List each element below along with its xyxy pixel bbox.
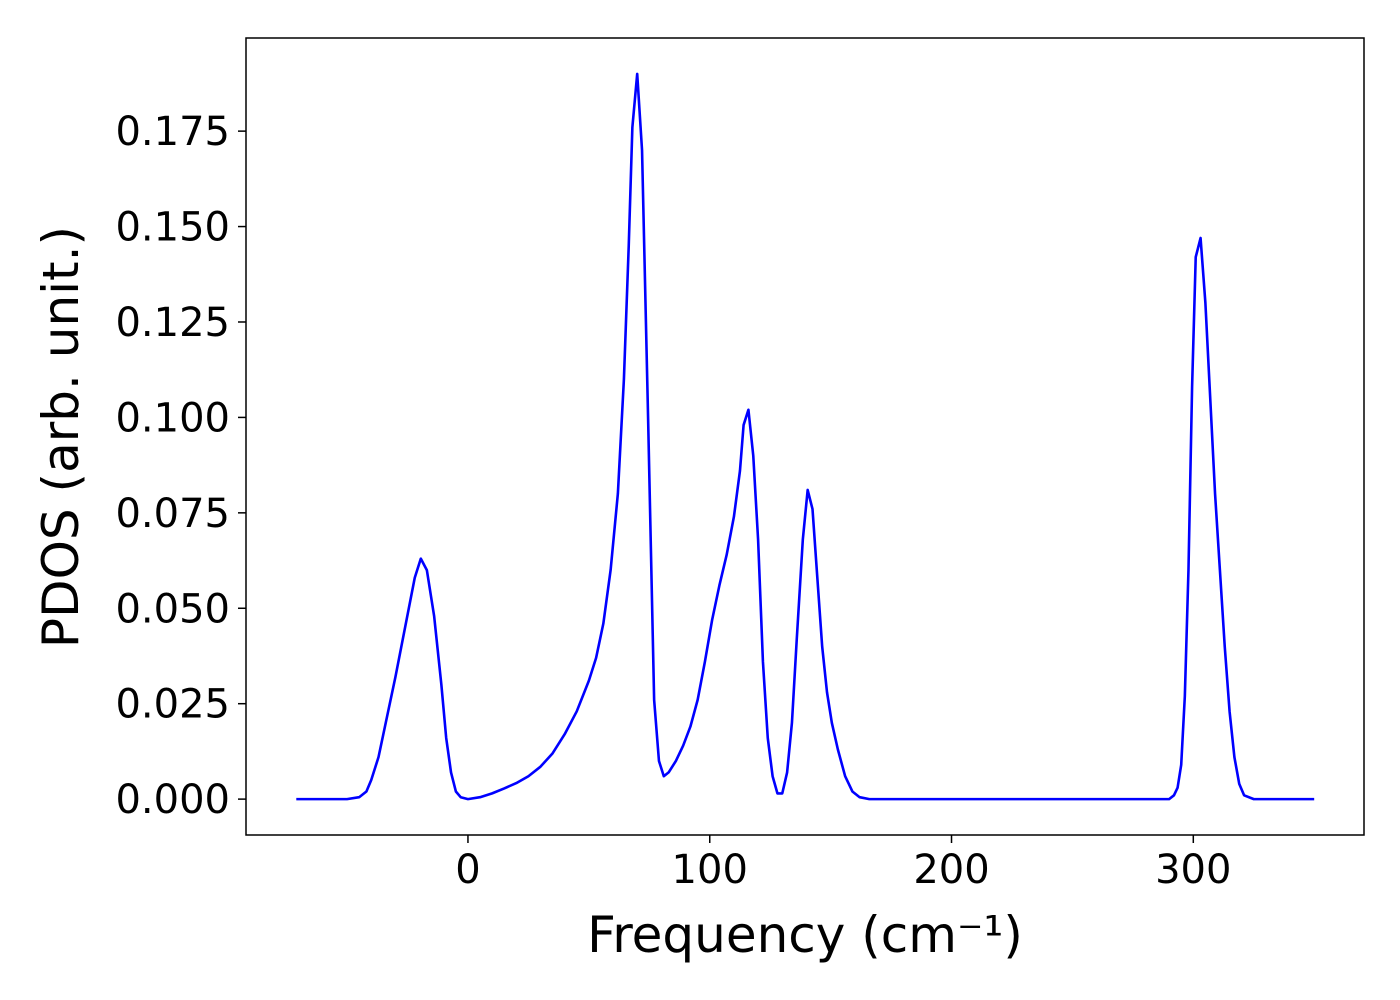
- plot-frame: [245, 37, 1365, 836]
- x-axis-label: Frequency (cm⁻¹): [587, 906, 1023, 964]
- y-tick-label: 0.125: [115, 300, 230, 346]
- y-tick-label: 0.050: [115, 586, 230, 632]
- x-tick-label: 0: [455, 847, 480, 893]
- y-tick-label: 0.150: [115, 205, 230, 251]
- y-tick-label: 0.175: [115, 109, 230, 155]
- y-tick-label: 0.000: [115, 777, 230, 823]
- y-tick-label: 0.025: [115, 682, 230, 728]
- y-tick-label: 0.100: [115, 395, 230, 441]
- x-tick-label: 300: [1155, 847, 1231, 893]
- x-tick-label: 100: [672, 847, 748, 893]
- line-series: [296, 72, 1315, 801]
- x-tick-label: 200: [913, 847, 989, 893]
- y-tick-label: 0.075: [115, 491, 230, 537]
- y-axis-label: PDOS (arb. unit.): [32, 226, 90, 648]
